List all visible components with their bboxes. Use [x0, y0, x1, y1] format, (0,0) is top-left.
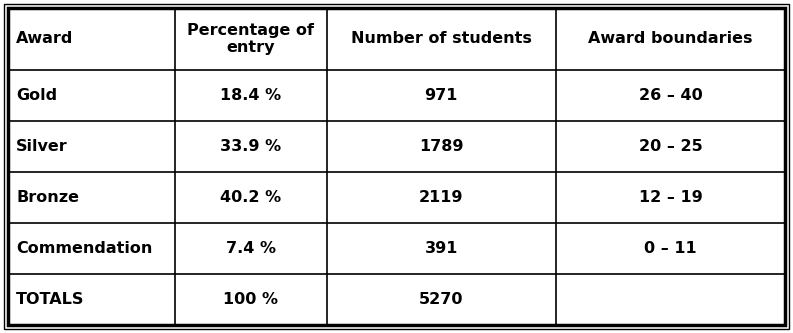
Text: Number of students: Number of students: [351, 31, 531, 46]
Text: 7.4 %: 7.4 %: [226, 241, 276, 256]
Text: Percentage of
entry: Percentage of entry: [187, 23, 314, 55]
Bar: [175, 274, 327, 325]
Text: Award: Award: [16, 31, 74, 46]
Bar: [8, 121, 175, 172]
Text: Commendation: Commendation: [16, 241, 152, 256]
Text: Bronze: Bronze: [16, 190, 79, 205]
Text: 391: 391: [424, 241, 458, 256]
Bar: [556, 70, 785, 121]
Bar: [327, 274, 556, 325]
Text: 26 – 40: 26 – 40: [638, 88, 703, 103]
Bar: [556, 274, 785, 325]
Bar: [556, 172, 785, 223]
Text: 18.4 %: 18.4 %: [220, 88, 282, 103]
Text: Award boundaries: Award boundaries: [588, 31, 753, 46]
Bar: [8, 8, 175, 70]
Text: 971: 971: [424, 88, 458, 103]
Bar: [175, 223, 327, 274]
Text: 33.9 %: 33.9 %: [220, 139, 282, 154]
Bar: [8, 172, 175, 223]
Bar: [175, 70, 327, 121]
Bar: [327, 223, 556, 274]
Text: TOTALS: TOTALS: [16, 292, 84, 307]
Bar: [327, 8, 556, 70]
Bar: [175, 121, 327, 172]
Bar: [556, 223, 785, 274]
Bar: [556, 8, 785, 70]
Text: 1789: 1789: [419, 139, 463, 154]
Bar: [327, 172, 556, 223]
Bar: [327, 121, 556, 172]
Text: 40.2 %: 40.2 %: [220, 190, 282, 205]
Text: 2119: 2119: [419, 190, 463, 205]
Text: 20 – 25: 20 – 25: [638, 139, 703, 154]
Bar: [8, 70, 175, 121]
Bar: [175, 8, 327, 70]
Text: 0 – 11: 0 – 11: [644, 241, 697, 256]
Text: Gold: Gold: [16, 88, 57, 103]
Text: 12 – 19: 12 – 19: [638, 190, 703, 205]
Bar: [327, 70, 556, 121]
Bar: [556, 121, 785, 172]
Bar: [8, 274, 175, 325]
Bar: [175, 172, 327, 223]
Bar: [8, 223, 175, 274]
Text: 100 %: 100 %: [224, 292, 278, 307]
Text: 5270: 5270: [419, 292, 463, 307]
Text: Silver: Silver: [16, 139, 67, 154]
